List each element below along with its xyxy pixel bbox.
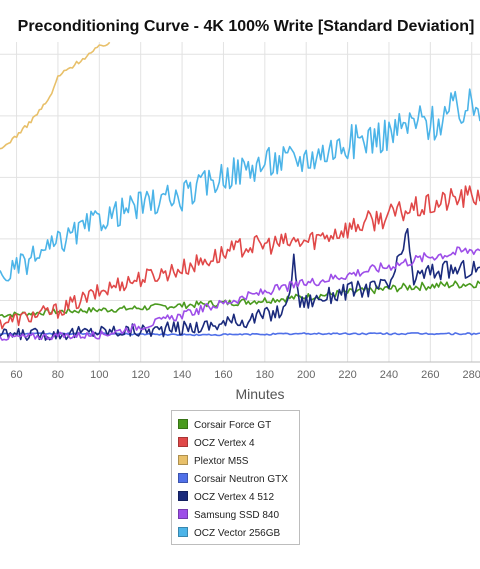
x-tick-label: 240 [380, 369, 398, 381]
legend-label: OCZ Vertex 4 [194, 438, 255, 449]
legend-item: OCZ Vector 256GB [178, 527, 280, 539]
series-line-5 [0, 228, 480, 341]
legend-swatch [178, 455, 188, 465]
legend-swatch [178, 437, 188, 447]
x-tick-label: 260 [421, 369, 439, 381]
legend-swatch [178, 527, 188, 537]
legend-swatch [178, 419, 188, 429]
x-axis-label: Minutes [235, 386, 285, 402]
series-line-2 [0, 185, 480, 330]
series-line-7 [0, 88, 480, 282]
legend-label: OCZ Vertex 4 512 [194, 492, 275, 503]
legend-label: Samsung SSD 840 [194, 510, 280, 521]
x-tick-label: 180 [256, 369, 274, 381]
legend-label: Corsair Neutron GTX [194, 474, 288, 485]
legend-label: OCZ Vector 256GB [194, 528, 281, 539]
x-tick-label: 200 [297, 369, 315, 381]
x-tick-label: 120 [132, 369, 150, 381]
series-line-3 [0, 42, 111, 150]
x-tick-label: 220 [338, 369, 356, 381]
legend-item: Corsair Force GT [178, 419, 271, 431]
legend-item: Corsair Neutron GTX [178, 473, 288, 485]
chart-legend: Corsair Force GT OCZ Vertex 4 Plextor M5S C… [171, 410, 300, 545]
x-tick-label: 80 [52, 369, 64, 381]
legend-item: OCZ Vertex 4 [178, 437, 255, 449]
series-line-4 [0, 332, 480, 337]
chart-title: Preconditioning Curve - 4K 100% Write [S… [17, 18, 475, 35]
x-tick-label: 60 [10, 369, 22, 381]
x-tick-label: 160 [214, 369, 232, 381]
legend-item: Plextor M5S [178, 455, 248, 467]
legend-swatch [178, 491, 188, 501]
legend-label: Corsair Force GT [194, 420, 272, 431]
legend-swatch [178, 473, 188, 483]
legend-item: OCZ Vertex 4 512 [178, 491, 274, 503]
x-tick-label: 280 [463, 369, 480, 381]
legend-item: Samsung SSD 840 [178, 509, 279, 521]
x-tick-label: 140 [173, 369, 191, 381]
legend-label: Plextor M5S [194, 456, 249, 467]
series-line-1 [0, 280, 480, 318]
series-line-6 [0, 246, 480, 341]
legend-swatch [178, 509, 188, 519]
x-tick-label: 100 [90, 369, 108, 381]
